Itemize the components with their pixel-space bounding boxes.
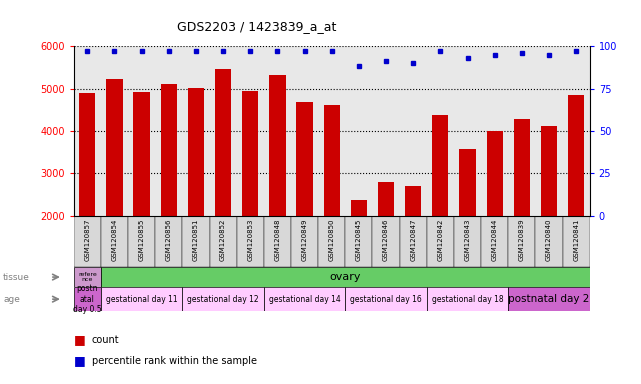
FancyBboxPatch shape	[237, 216, 264, 267]
FancyBboxPatch shape	[101, 287, 182, 311]
Text: gestational day 14: gestational day 14	[269, 295, 340, 304]
Text: GSM120846: GSM120846	[383, 218, 389, 261]
FancyBboxPatch shape	[481, 216, 508, 267]
Text: GSM120843: GSM120843	[465, 218, 470, 261]
FancyBboxPatch shape	[345, 287, 427, 311]
Bar	[378, 182, 394, 216]
Bar	[296, 102, 313, 216]
Bar	[161, 84, 177, 216]
Bar	[568, 95, 585, 216]
FancyBboxPatch shape	[454, 216, 481, 267]
Bar	[432, 115, 449, 216]
Text: ■: ■	[74, 354, 85, 367]
FancyBboxPatch shape	[128, 216, 155, 267]
Text: gestational day 11: gestational day 11	[106, 295, 178, 304]
FancyBboxPatch shape	[182, 216, 210, 267]
Text: GDS2203 / 1423839_a_at: GDS2203 / 1423839_a_at	[177, 20, 336, 33]
FancyBboxPatch shape	[427, 287, 508, 311]
FancyBboxPatch shape	[74, 216, 101, 267]
FancyBboxPatch shape	[155, 216, 182, 267]
Bar	[487, 131, 503, 216]
Bar	[269, 75, 285, 216]
Text: gestational day 18: gestational day 18	[431, 295, 503, 304]
FancyBboxPatch shape	[399, 216, 427, 267]
Bar	[188, 88, 204, 216]
Bar	[324, 105, 340, 216]
Text: GSM120853: GSM120853	[247, 218, 253, 261]
FancyBboxPatch shape	[318, 216, 345, 267]
FancyBboxPatch shape	[74, 287, 101, 311]
Text: postn
atal
day 0.5: postn atal day 0.5	[73, 284, 102, 314]
FancyBboxPatch shape	[182, 287, 264, 311]
Bar	[133, 91, 150, 216]
FancyBboxPatch shape	[508, 287, 590, 311]
Bar	[513, 119, 530, 216]
Text: tissue: tissue	[3, 273, 30, 281]
Text: GSM120848: GSM120848	[274, 218, 280, 261]
Text: GSM120852: GSM120852	[220, 218, 226, 261]
Text: postnatal day 2: postnatal day 2	[508, 294, 590, 304]
Text: GSM120856: GSM120856	[166, 218, 172, 261]
FancyBboxPatch shape	[427, 216, 454, 267]
Text: percentile rank within the sample: percentile rank within the sample	[92, 356, 256, 366]
Text: GSM120840: GSM120840	[546, 218, 552, 261]
FancyBboxPatch shape	[508, 216, 535, 267]
Text: GSM120839: GSM120839	[519, 218, 525, 261]
Bar	[79, 93, 96, 216]
Text: GSM120855: GSM120855	[138, 218, 145, 261]
Bar	[242, 91, 258, 216]
FancyBboxPatch shape	[345, 216, 372, 267]
Bar	[405, 186, 421, 216]
Text: age: age	[3, 295, 20, 304]
Bar	[106, 79, 122, 216]
Bar	[215, 69, 231, 216]
FancyBboxPatch shape	[74, 267, 101, 287]
Text: GSM120850: GSM120850	[329, 218, 335, 261]
FancyBboxPatch shape	[563, 216, 590, 267]
Text: ovary: ovary	[329, 272, 361, 282]
Text: GSM120849: GSM120849	[301, 218, 308, 261]
Text: gestational day 12: gestational day 12	[187, 295, 259, 304]
Text: refere
nce: refere nce	[78, 271, 97, 283]
Bar	[541, 126, 557, 216]
Bar	[351, 200, 367, 216]
Bar	[460, 149, 476, 216]
FancyBboxPatch shape	[264, 216, 291, 267]
Text: GSM120857: GSM120857	[85, 218, 90, 261]
Text: GSM120854: GSM120854	[112, 218, 117, 261]
FancyBboxPatch shape	[264, 287, 345, 311]
Text: GSM120841: GSM120841	[573, 218, 579, 261]
FancyBboxPatch shape	[101, 216, 128, 267]
Text: gestational day 16: gestational day 16	[350, 295, 422, 304]
FancyBboxPatch shape	[101, 267, 590, 287]
FancyBboxPatch shape	[535, 216, 563, 267]
FancyBboxPatch shape	[372, 216, 399, 267]
FancyBboxPatch shape	[210, 216, 237, 267]
Text: GSM120847: GSM120847	[410, 218, 416, 261]
Text: GSM120845: GSM120845	[356, 218, 362, 261]
Text: ■: ■	[74, 333, 85, 346]
Text: GSM120842: GSM120842	[437, 218, 444, 261]
Text: count: count	[92, 335, 119, 345]
Text: GSM120851: GSM120851	[193, 218, 199, 261]
FancyBboxPatch shape	[291, 216, 318, 267]
Text: GSM120844: GSM120844	[492, 218, 497, 261]
